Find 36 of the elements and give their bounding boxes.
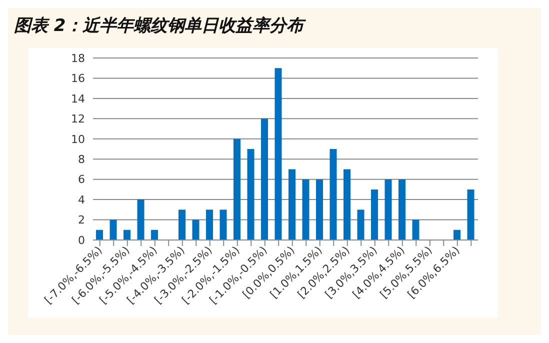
bar [344, 169, 350, 240]
y-tick-label: 10 [71, 132, 85, 146]
bar [247, 149, 254, 240]
bar [288, 169, 296, 240]
bar [357, 210, 364, 240]
chart-title: 图表 2：近半年螺纹钢单日收益率分布 [13, 15, 307, 38]
y-tick-label: 8 [78, 153, 85, 166]
y-tick-label: 12 [71, 112, 85, 126]
y-tick-label: 6 [78, 173, 85, 186]
bar [124, 230, 130, 240]
bar [261, 118, 268, 240]
bar [384, 179, 392, 240]
bar [330, 149, 337, 240]
bar [302, 179, 310, 240]
bar [192, 220, 200, 240]
bar [220, 210, 227, 240]
bar [467, 189, 474, 240]
bar [110, 220, 117, 240]
y-tick-label: 4 [78, 193, 85, 206]
bar [178, 210, 186, 240]
bar [151, 230, 158, 240]
bar [398, 179, 406, 240]
bar [316, 179, 323, 240]
y-tick-label: 2 [78, 214, 85, 227]
bar [234, 138, 240, 240]
bar [454, 230, 460, 240]
bar [371, 189, 378, 240]
bar [412, 220, 420, 240]
y-tick-label: 16 [71, 72, 85, 86]
y-tick-label: 0 [78, 234, 85, 247]
bar [206, 210, 213, 240]
bar [137, 200, 144, 240]
y-tick-label: 14 [71, 92, 85, 106]
y-tick-label: 18 [71, 52, 85, 65]
bar [274, 68, 282, 240]
bar [96, 230, 103, 240]
